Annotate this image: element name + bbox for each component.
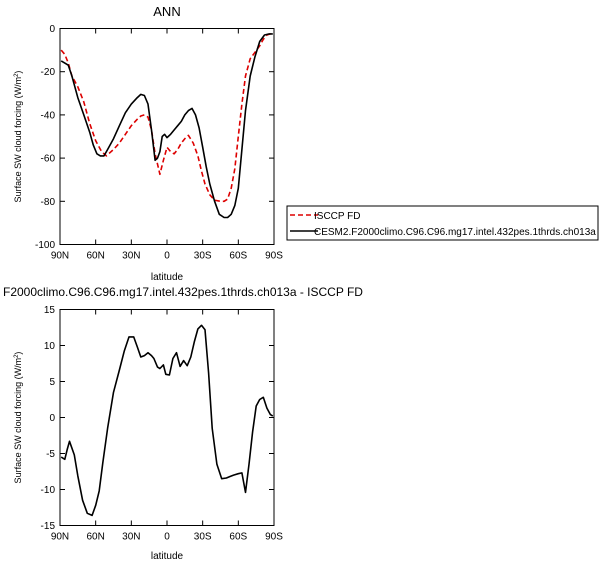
bottom-panel-y-axis-label: Surface SW cloud forcing (W/m2) (13, 352, 23, 484)
bottom-panel-x-tick-label: 60N (86, 532, 104, 543)
bottom-panel-y-tick-label: 15 (44, 305, 56, 316)
top-panel-x-tick-label: 60S (229, 251, 247, 262)
bottom-panel-y-axis-label-end: ) (13, 352, 23, 355)
bottom-panel-x-tick-label: 60S (229, 532, 247, 543)
bottom-panel-x-tick-labels: 90N 60N 30N 0 30S 60S 90S (51, 532, 283, 543)
bottom-panel-y-axis-label-sup: 2 (14, 354, 20, 358)
bottom-panel-y-tick-label: -10 (41, 485, 56, 496)
bottom-panel-y-tick-label: -5 (46, 449, 55, 460)
top-panel-y-tick-label: -20 (41, 67, 56, 78)
top-panel: ANN 90N 60N 30N 0 30S 60S 90S 0 -20 -40 -60 -80 -10… (13, 4, 599, 283)
top-panel-x-tick-label: 0 (164, 251, 170, 262)
top-panel-y-axis-label-main: Surface SW cloud forcing (W/m (13, 77, 23, 203)
top-panel-y-tick-labels: 0 -20 -40 -60 -80 -100 (35, 24, 55, 251)
bottom-panel-y-tick-labels: 15 10 5 0 -5 -10 -15 (41, 305, 56, 532)
top-panel-y-axis-label-sup: 2 (14, 73, 20, 77)
legend-label-isccp: ISCCP FD (314, 211, 361, 222)
bottom-panel-y-axis-label-main: Surface SW cloud forcing (W/m (13, 358, 23, 484)
bottom-panel-y-tick-label: -15 (41, 521, 56, 532)
bottom-panel-y-tick-label: 0 (49, 413, 55, 424)
top-panel-y-tick-label: 0 (49, 24, 55, 35)
top-panel-y-tick-label: -80 (41, 197, 56, 208)
top-panel-y-tick-label: -40 (41, 110, 56, 121)
bottom-panel-title: F2000climo.C96.C96.mg17.intel.432pes.1th… (3, 285, 363, 299)
bottom-panel-x-tick-label: 0 (164, 532, 170, 543)
bottom-panel-y-tick-label: 10 (44, 341, 56, 352)
bottom-panel: F2000climo.C96.C96.mg17.intel.432pes.1th… (3, 285, 363, 562)
top-panel-x-tick-labels: 90N 60N 30N 0 30S 60S 90S (51, 251, 283, 262)
top-panel-x-tick-label: 30S (194, 251, 212, 262)
top-panel-x-tick-label: 90N (51, 251, 69, 262)
bottom-panel-y-tick-label: 5 (49, 377, 55, 388)
bottom-panel-x-tick-label: 30N (122, 532, 140, 543)
bottom-panel-ticks (59, 309, 275, 526)
bottom-panel-frame (59, 309, 275, 526)
legend-label-cesm2: CESM2.F2000climo.C96.C96.mg17.intel.432p… (314, 227, 596, 238)
top-panel-y-axis-label-end: ) (13, 71, 23, 74)
legend-box (286, 205, 599, 241)
bottom-panel-x-tick-label: 90S (265, 532, 283, 543)
top-panel-series-line-0 (60, 33, 273, 203)
top-panel-y-tick-label: -60 (41, 154, 56, 165)
top-panel-title: ANN (153, 4, 180, 19)
top-panel-x-tick-label: 30N (122, 251, 140, 262)
bottom-panel-series-line-0 (60, 324, 274, 517)
top-panel-x-tick-label: 60N (86, 251, 104, 262)
bottom-panel-x-axis-label: latitude (151, 551, 184, 562)
top-panel-ticks (59, 28, 275, 245)
top-panel-series-lines (60, 33, 273, 219)
top-panel-x-tick-label: 90S (265, 251, 283, 262)
bottom-panel-series-lines (60, 324, 274, 517)
top-panel-series-line-1 (60, 33, 273, 219)
top-panel-y-tick-label: -100 (35, 240, 55, 251)
top-panel-y-axis-label: Surface SW cloud forcing (W/m2) (13, 71, 23, 203)
top-panel-x-axis-label: latitude (151, 272, 184, 283)
legend: ISCCP FD CESM2.F2000climo.C96.C96.mg17.i… (286, 205, 599, 241)
bottom-panel-x-tick-label: 30S (194, 532, 212, 543)
bottom-panel-x-tick-label: 90N (51, 532, 69, 543)
